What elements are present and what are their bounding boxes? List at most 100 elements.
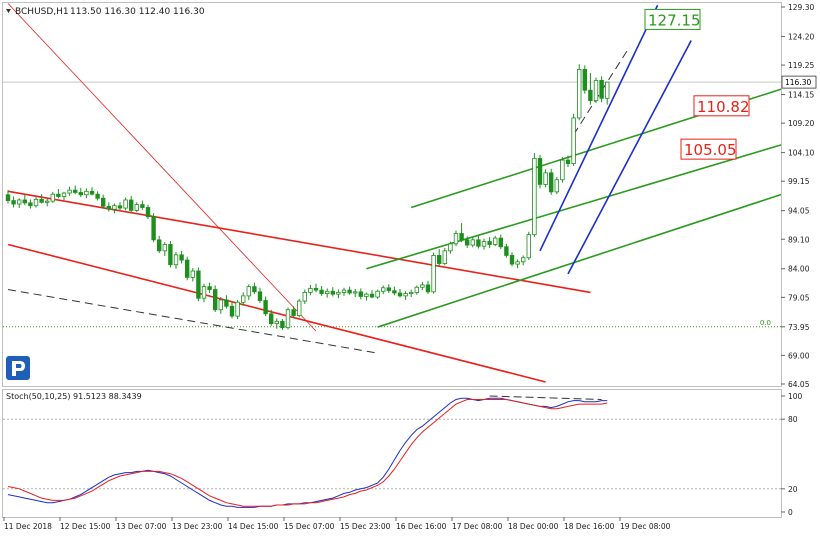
candle-57 bbox=[324, 288, 330, 298]
candle-25 bbox=[145, 204, 151, 220]
y-tick-label-10: 79.05 bbox=[788, 293, 810, 302]
time-axis[interactable]: 11 Dec 2018 12 Dec 15:00 13 Dec 07:00 13 De… bbox=[3, 517, 671, 531]
x-tick-label-2: 13 Dec 07:00 bbox=[116, 522, 167, 531]
candle-2 bbox=[16, 198, 22, 209]
stoch-tick-label-3: 0 bbox=[788, 508, 793, 517]
candle-40 bbox=[229, 302, 235, 319]
trendline-blue-7[interactable] bbox=[539, 4, 659, 252]
collapse-triangle-icon[interactable] bbox=[6, 9, 11, 13]
candle-49 bbox=[280, 319, 285, 330]
candle-4 bbox=[28, 199, 33, 209]
x-tick-label-7: 16 Dec 16:00 bbox=[396, 522, 447, 531]
svg-text:110.82: 110.82 bbox=[697, 98, 750, 116]
trendline-red-1[interactable] bbox=[7, 243, 546, 383]
candle-78 bbox=[442, 247, 447, 266]
candle-18 bbox=[106, 202, 111, 212]
candle-20 bbox=[117, 202, 123, 211]
candle-32 bbox=[184, 256, 190, 281]
stoch-axis: 100 80 20 0 bbox=[781, 392, 803, 517]
candle-66 bbox=[375, 289, 380, 299]
current-price-tag: 116.30 bbox=[781, 75, 817, 89]
broker-logo bbox=[6, 356, 30, 380]
candle-72 bbox=[408, 289, 414, 298]
candle-101 bbox=[571, 113, 576, 166]
svg-text:127.15: 127.15 bbox=[648, 11, 701, 29]
candle-55 bbox=[313, 283, 319, 293]
trendline-red-0[interactable] bbox=[7, 190, 591, 294]
trendline-red-2[interactable] bbox=[7, 3, 317, 332]
candle-84 bbox=[476, 234, 481, 249]
y-tick-label-4: 109.20 bbox=[788, 119, 814, 128]
candle-61 bbox=[347, 286, 352, 295]
y-tick-label-5: 104.10 bbox=[788, 149, 814, 158]
price-label-0: 127.15 bbox=[644, 8, 701, 30]
candle-12 bbox=[73, 185, 78, 195]
candle-27 bbox=[156, 235, 162, 254]
candle-54 bbox=[308, 284, 313, 296]
trendline-black-3[interactable] bbox=[7, 289, 378, 354]
candle-85 bbox=[481, 238, 487, 250]
candle-23 bbox=[134, 202, 139, 213]
candle-28 bbox=[162, 242, 167, 257]
price-labels: 127.15 110.82 105.05 bbox=[644, 8, 750, 160]
candle-53 bbox=[302, 289, 307, 304]
price-axis[interactable]: 129.30 124.20 119.25 114.15 109.20 104.10 99.1… bbox=[781, 3, 817, 389]
trendline-green-5[interactable] bbox=[366, 142, 792, 270]
candle-56 bbox=[319, 286, 324, 296]
candle-59 bbox=[336, 289, 341, 299]
candle-34 bbox=[196, 267, 201, 302]
candle-76 bbox=[431, 252, 436, 294]
x-tick-label-3: 13 Dec 23:00 bbox=[172, 522, 223, 531]
candle-92 bbox=[521, 255, 526, 266]
candle-13 bbox=[78, 187, 83, 198]
candle-1 bbox=[11, 196, 16, 208]
candle-62 bbox=[352, 288, 358, 298]
y-tick-label-8: 89.10 bbox=[788, 235, 810, 244]
candle-7 bbox=[45, 198, 50, 207]
candle-26 bbox=[151, 213, 156, 243]
candle-9 bbox=[56, 189, 61, 199]
zero-level-label: 0.0 bbox=[760, 319, 771, 327]
candle-99 bbox=[560, 157, 565, 183]
trendline-blue-8[interactable] bbox=[567, 40, 692, 275]
y-tick-label-11: 73.95 bbox=[788, 323, 810, 332]
candle-19 bbox=[112, 203, 117, 214]
candle-43 bbox=[246, 284, 251, 300]
candle-44 bbox=[252, 282, 257, 295]
candle-70 bbox=[397, 288, 403, 298]
candle-98 bbox=[554, 176, 559, 195]
candle-68 bbox=[386, 284, 391, 293]
candle-36 bbox=[207, 282, 212, 293]
candle-52 bbox=[296, 298, 302, 318]
candle-107 bbox=[605, 81, 610, 105]
candle-0 bbox=[5, 190, 11, 204]
candle-10 bbox=[61, 191, 67, 200]
candle-90 bbox=[509, 252, 515, 267]
price-label-2: 105.05 bbox=[680, 138, 737, 160]
trendline-green-6[interactable] bbox=[377, 187, 804, 328]
symbol-label: BCHUSD,H1 bbox=[15, 7, 69, 17]
x-tick-label-10: 18 Dec 16:00 bbox=[564, 522, 615, 531]
x-tick-label-9: 18 Dec 00:00 bbox=[508, 522, 559, 531]
candle-93 bbox=[526, 231, 531, 261]
x-tick-label-6: 15 Dec 23:00 bbox=[340, 522, 391, 531]
candle-96 bbox=[543, 169, 548, 188]
candle-17 bbox=[101, 194, 106, 209]
candle-80 bbox=[453, 230, 459, 247]
candle-30 bbox=[173, 251, 179, 269]
candle-14 bbox=[84, 188, 89, 199]
candle-6 bbox=[39, 194, 44, 204]
candle-81 bbox=[459, 223, 464, 243]
candle-67 bbox=[380, 285, 386, 295]
stoch-tick-label-2: 20 bbox=[788, 485, 798, 494]
candle-37 bbox=[212, 285, 218, 313]
candle-71 bbox=[403, 291, 408, 300]
candle-33 bbox=[190, 268, 195, 282]
candle-29 bbox=[168, 241, 173, 268]
y-tick-label-6: 99.15 bbox=[788, 177, 810, 186]
x-tick-label-4: 14 Dec 15:00 bbox=[228, 522, 279, 531]
x-tick-label-0: 11 Dec 2018 bbox=[4, 522, 52, 531]
